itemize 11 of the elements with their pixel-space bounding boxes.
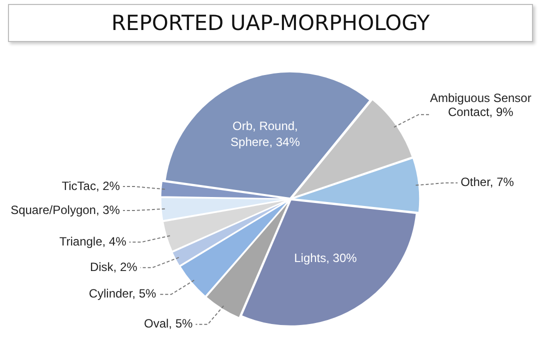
slice-label: Triangle, 4% <box>59 234 127 248</box>
slice-label: Orb, Round, Sphere, 34% <box>230 118 300 149</box>
slice-label: Lights, 30% <box>294 251 358 266</box>
slice-label: Ambiguous Sensor Contact, 9% <box>430 90 532 119</box>
slice-label: Other, 7% <box>460 175 514 190</box>
slice-label: Disk, 2% <box>90 260 138 274</box>
slice-label: Oval, 5% <box>144 316 194 331</box>
chart-title: REPORTED UAP-MORPHOLOGY <box>8 4 533 42</box>
slice-label: TicTac, 2% <box>62 178 120 193</box>
slice-label: Square/Polygon, 3% <box>10 202 120 217</box>
slice-label: Cylinder, 5% <box>88 286 157 301</box>
